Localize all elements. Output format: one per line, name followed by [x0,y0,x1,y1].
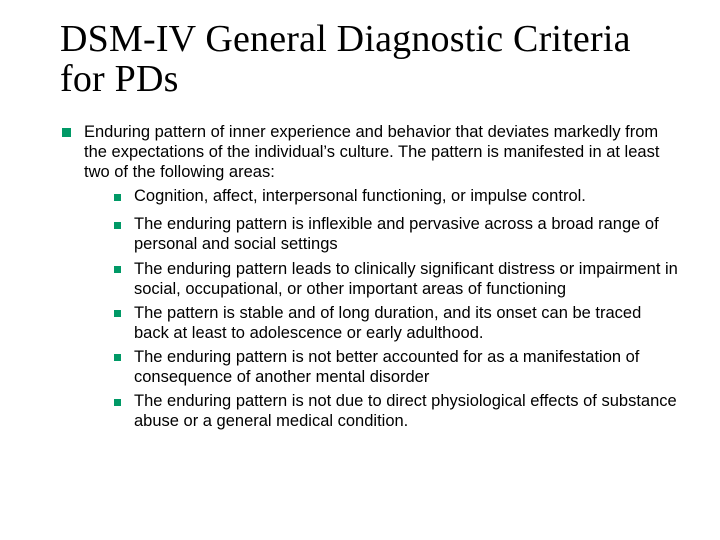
list-item: The enduring pattern leads to clinically… [112,259,680,299]
list-item: The pattern is stable and of long durati… [112,303,680,343]
item-text: The enduring pattern is not better accou… [134,348,639,386]
bullet-list-level2: Cognition, affect, interpersonal functio… [112,186,680,206]
bullet-list-level1: Enduring pattern of inner experience and… [60,122,680,432]
slide-title: DSM-IV General Diagnostic Criteria for P… [60,20,680,100]
list-item: The enduring pattern is inflexible and p… [112,214,680,254]
slide: DSM-IV General Diagnostic Criteria for P… [0,0,720,540]
list-item: The enduring pattern is not better accou… [112,347,680,387]
list-item: Enduring pattern of inner experience and… [60,122,680,432]
item-text: The enduring pattern leads to clinically… [134,260,678,298]
list-item: The enduring pattern is not due to direc… [112,391,680,431]
bullet-list-level2: The enduring pattern is inflexible and p… [112,214,680,431]
item-text: The enduring pattern is not due to direc… [134,392,677,430]
item-text: The pattern is stable and of long durati… [134,304,641,342]
item-text: The enduring pattern is inflexible and p… [134,215,659,253]
intro-sub-text: Cognition, affect, interpersonal functio… [134,187,586,205]
intro-text: Enduring pattern of inner experience and… [84,123,659,181]
slide-body: Enduring pattern of inner experience and… [60,122,680,432]
list-item: Cognition, affect, interpersonal functio… [112,186,680,206]
